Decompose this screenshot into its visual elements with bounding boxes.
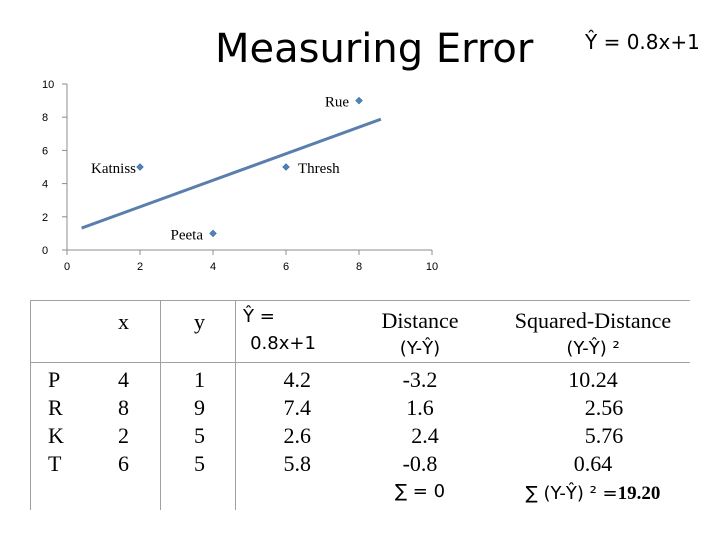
distance-value: 2.4 [411,423,439,448]
x-tick-label: 10 [426,261,438,273]
data-point [209,229,217,238]
table-divider [30,300,690,301]
x-tick-label: 6 [283,261,289,273]
regression-formula: Ŷ = 0.8x+1 [585,30,700,54]
squared-sum-prefix: ∑ (Y-Ŷ) ² = [525,483,618,504]
squared-header-line2: (Y-Ŷ) ² [566,338,620,359]
x-value: 8 [118,395,129,420]
row-name: R [48,395,63,420]
yhat-header-line1: Ŷ = [243,306,275,327]
chart-title: Measuring Error [215,26,534,72]
point-label: Peeta [171,227,204,243]
table-divider [160,300,161,510]
y-tick-label: 0 [42,245,48,257]
data-point [136,163,144,171]
distance-value: -0.8 [402,451,438,476]
x-header: x [118,309,129,334]
squared-value: 0.64 [573,451,613,476]
y-tick-label: 8 [42,112,48,124]
x-tick-label: 8 [356,261,362,273]
x-tick-label: 0 [64,261,70,273]
distance-value: 1.6 [406,395,434,420]
y-value: 5 [194,451,205,476]
squared-distance-column: Squared-Distance (Y-Ŷ) ² 10.24 2.56 5.76… [498,300,688,508]
yhat-value: 5.8 [283,451,312,476]
squared-header-line1: Squared-Distance [514,308,672,333]
distance-header-line2: (Y-Ŷ) [399,338,441,359]
yhat-value: 2.6 [283,423,312,448]
distance-sum: ∑ = 0 [394,481,446,502]
squared-value: 2.56 [584,395,624,420]
yhat-header-line2: 0.8x+1 [250,333,316,354]
yhat-column: Ŷ = 0.8x+1 4.2 7.4 2.6 5.8 [243,300,323,478]
error-table: P R K T x 4 8 2 6 y 1 9 5 5 Ŷ = 0.8x+1 4… [30,300,690,510]
y-tick-label: 6 [42,145,48,157]
y-header: y [194,309,205,334]
x-tick-label: 2 [137,261,143,273]
y-value: 5 [194,423,205,448]
squared-sum-value: 19.20 [617,483,661,504]
y-tick-label: 4 [42,179,48,191]
y-column: y 1 9 5 5 [194,300,205,478]
distance-header-line1: Distance [381,308,459,333]
x-value: 4 [118,367,129,392]
point-label: Rue [325,95,350,111]
point-label: Katniss [91,161,136,177]
row-name: P [48,367,61,392]
x-tick-label: 4 [210,261,216,273]
trendline [81,117,382,230]
row-name: T [48,451,62,476]
distance-column: Distance (Y-Ŷ) -3.2 1.6 2.4 -0.8 ∑ = 0 [355,300,485,506]
row-name: K [48,423,64,448]
point-label: Thresh [298,161,340,177]
data-point [282,163,290,171]
y-tick-label: 10 [42,79,54,91]
data-point [355,96,363,105]
squared-value: 10.24 [568,367,618,392]
table-divider [235,300,236,510]
y-tick-label: 2 [42,212,48,224]
squared-value: 5.76 [584,423,624,448]
y-value: 9 [194,395,205,420]
scatter-chart: 0 2 4 6 8 10 0 2 4 6 8 10 Katniss Rue Thresh Peeta [42,79,438,273]
x-value: 2 [118,423,129,448]
yhat-value: 4.2 [283,367,312,392]
name-column: P R K T [48,366,64,478]
table-divider [30,362,690,363]
squared-sum: ∑ (Y-Ŷ) ² =19.20 [498,478,688,508]
x-column: x 4 8 2 6 [118,300,129,478]
table-divider [30,300,31,510]
yhat-value: 7.4 [283,395,312,420]
y-value: 1 [194,367,205,392]
x-value: 6 [118,451,129,476]
distance-value: -3.2 [402,367,438,392]
